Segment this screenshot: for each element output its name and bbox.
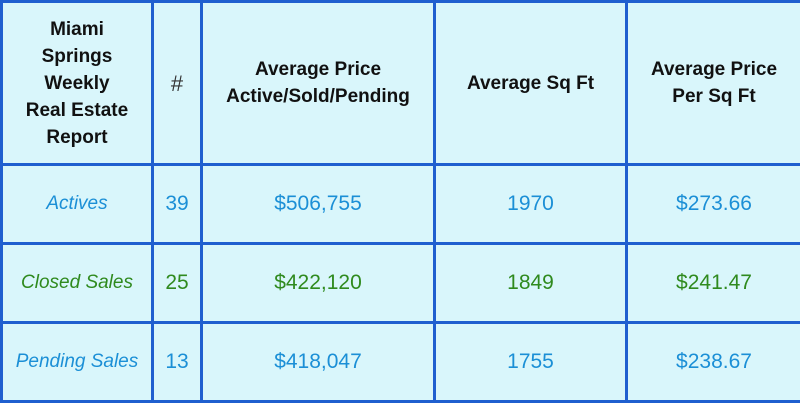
avg-price-header-cell: Average Price Active/Sold/Pending: [202, 2, 435, 165]
avg-price-per-sqft-header-cell: Average Price Per Sq Ft: [627, 2, 800, 165]
table-row-actives: Actives 39 $506,755 1970 $273.66: [2, 165, 800, 244]
avg-price-header: Average Price Active/Sold/Pending: [203, 56, 433, 110]
row-count-actives: 39: [153, 165, 202, 244]
row-count-pending-sales: 13: [153, 323, 202, 402]
avg-sqft-header-cell: Average Sq Ft: [435, 2, 627, 165]
report-title-cell: Miami Springs Weekly Real Estate Report: [2, 2, 153, 165]
count-header: #: [154, 70, 200, 97]
row-label-pending-sales: Pending Sales: [2, 323, 153, 402]
count-header-cell: #: [153, 2, 202, 165]
avg-price-per-sqft-header: Average Price Per Sq Ft: [628, 56, 800, 110]
row-avg-price-pending-sales: $418,047: [202, 323, 435, 402]
row-label-actives: Actives: [2, 165, 153, 244]
avg-sqft-header: Average Sq Ft: [436, 70, 625, 97]
table-row-pending-sales: Pending Sales 13 $418,047 1755 $238.67: [2, 323, 800, 402]
row-label-closed-sales: Closed Sales: [2, 244, 153, 323]
report-title: Miami Springs Weekly Real Estate Report: [3, 16, 151, 151]
row-avg-price-actives: $506,755: [202, 165, 435, 244]
table-row-closed-sales: Closed Sales 25 $422,120 1849 $241.47: [2, 244, 800, 323]
row-avg-price-sqft-closed-sales: $241.47: [627, 244, 800, 323]
row-count-closed-sales: 25: [153, 244, 202, 323]
row-avg-price-closed-sales: $422,120: [202, 244, 435, 323]
row-avg-price-sqft-actives: $273.66: [627, 165, 800, 244]
row-avg-sqft-actives: 1970: [435, 165, 627, 244]
row-avg-price-sqft-pending-sales: $238.67: [627, 323, 800, 402]
header-row: Miami Springs Weekly Real Estate Report …: [2, 2, 800, 165]
row-avg-sqft-closed-sales: 1849: [435, 244, 627, 323]
row-avg-sqft-pending-sales: 1755: [435, 323, 627, 402]
